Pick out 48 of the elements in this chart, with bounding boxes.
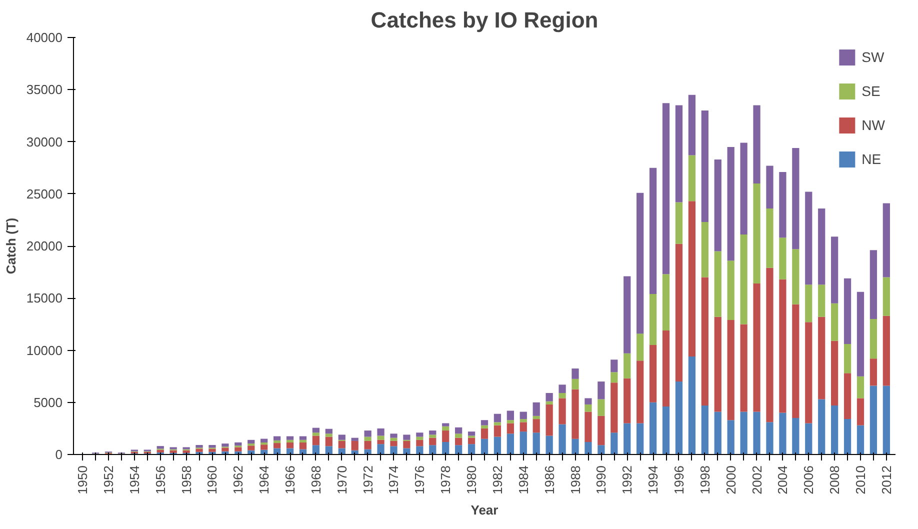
x-tick-label: 1952: [101, 466, 116, 494]
x-tick-label: 1978: [438, 466, 454, 494]
x-tick-label: 1990: [594, 466, 609, 494]
x-tick-label: 1984: [516, 466, 531, 494]
x-tick-label: 1964: [256, 466, 272, 494]
x-tick-label: 1966: [282, 466, 298, 494]
x-tick-label: 1972: [360, 466, 376, 494]
x-tick-label: 1980: [464, 466, 480, 494]
x-tick-label: 1962: [230, 466, 246, 494]
x-tick-label: 1958: [178, 466, 194, 494]
x-tick-label: 2004: [775, 466, 790, 494]
legend-label: SW: [862, 49, 884, 65]
legend-label: NW: [862, 117, 885, 133]
y-tick-label: 0: [55, 447, 63, 462]
y-tick-label: 20000: [26, 238, 63, 254]
y-tick-label: 10000: [26, 342, 63, 358]
x-tick-label: 1956: [152, 466, 168, 494]
y-tick-label: 30000: [26, 134, 63, 150]
y-tick-label: 15000: [26, 290, 63, 306]
x-tick-label: 1994: [646, 466, 661, 494]
x-tick-label: 2002: [749, 466, 764, 494]
x-tick-label: 1950: [75, 466, 90, 494]
x-tick-label: 1976: [412, 466, 428, 494]
x-tick-label: 1960: [204, 466, 220, 494]
y-axis-title: Catch (T): [3, 218, 18, 274]
x-tick-label: 2000: [723, 466, 738, 494]
x-tick-label: 2006: [801, 466, 816, 494]
legend-label: SE: [862, 83, 882, 99]
x-tick-label: 1974: [386, 466, 402, 494]
y-tick-label: 35000: [26, 82, 63, 98]
legend-label: NE: [862, 151, 882, 167]
x-tick-label: 1996: [671, 466, 686, 494]
x-tick-label: 1968: [308, 466, 324, 494]
x-tick-label: 1970: [334, 466, 350, 494]
y-tick-label: 40000: [26, 30, 63, 45]
x-tick-label: 1954: [126, 466, 142, 494]
x-tick-label: 1986: [542, 466, 557, 494]
y-tick-label: 25000: [26, 186, 63, 202]
x-tick-label: 1988: [568, 466, 583, 494]
chart-title: Catches by IO Region: [370, 8, 598, 32]
x-tick-label: 1998: [697, 466, 712, 494]
x-tick-label: 2008: [827, 466, 842, 494]
x-tick-label: 1992: [620, 466, 635, 494]
x-tick-label: 1982: [490, 466, 505, 494]
x-axis-title: Year: [470, 502, 498, 518]
y-tick-label: 5000: [34, 394, 62, 410]
x-tick-label: 2010: [852, 466, 868, 494]
x-tick-label: 2012: [878, 466, 894, 494]
